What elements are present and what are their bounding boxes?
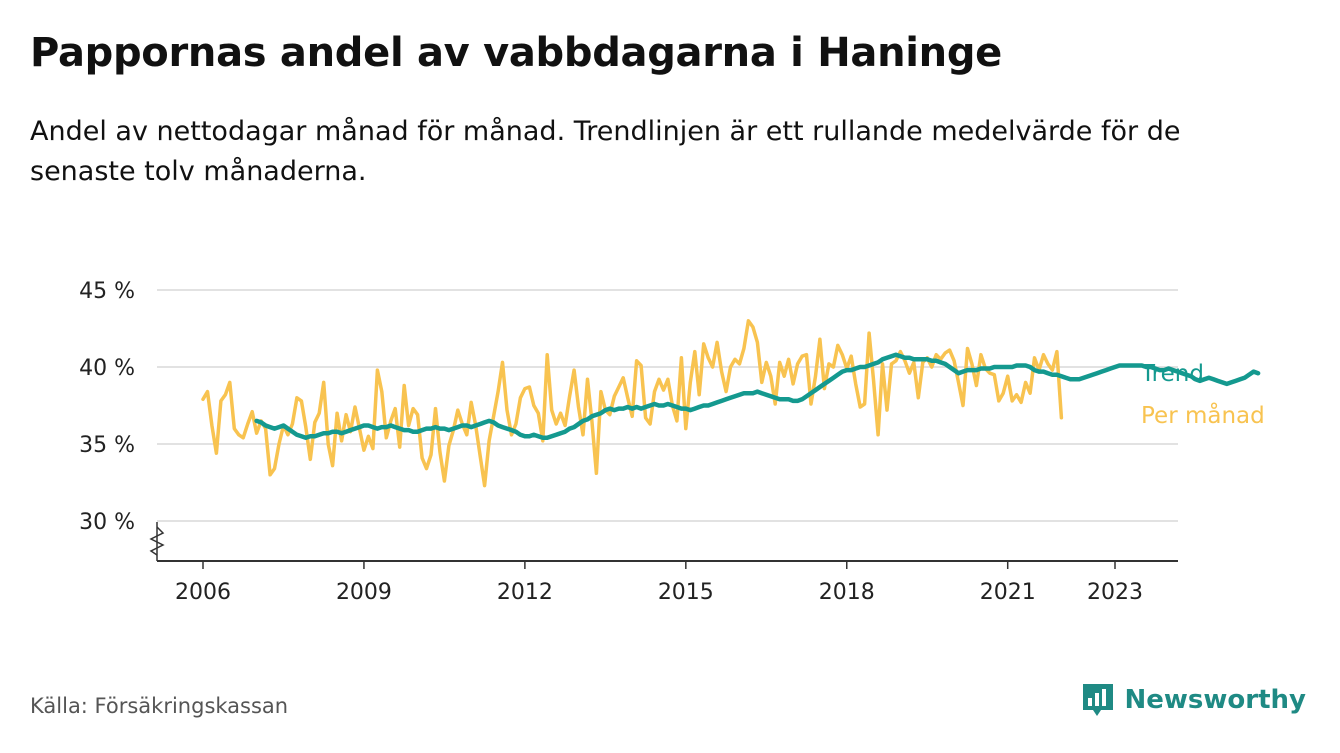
newsworthy-logo-icon xyxy=(1082,684,1113,716)
series-line-trend xyxy=(254,352,1261,441)
x-tick-label: 2015 xyxy=(658,580,714,605)
x-tick-label: 2012 xyxy=(497,580,553,605)
axis-break-icon xyxy=(149,526,165,556)
x-axis: 2006 2009 2012 2015 2018 2021 2023 xyxy=(149,522,1178,605)
chart-title: Pappornas andel av vabbdagarna i Haninge xyxy=(30,30,1003,76)
chart-subtitle: Andel av nettodagar månad för månad. Tre… xyxy=(30,116,1181,187)
x-tick-label: 2018 xyxy=(819,580,875,605)
x-tick-label: 2006 xyxy=(175,580,231,605)
series-labels: Per månad Trend xyxy=(1140,361,1265,429)
series-label-monthly: Per månad xyxy=(1141,401,1265,429)
brand-name: Newsworthy xyxy=(1124,685,1306,715)
y-tick-label: 40 % xyxy=(79,356,135,381)
brand-logo: Newsworthy xyxy=(1081,682,1306,718)
y-tick-label: 35 % xyxy=(79,433,135,458)
series-group xyxy=(201,319,1261,488)
x-tick-label: 2021 xyxy=(980,580,1036,605)
y-axis: 30 % 35 % 40 % 45 % xyxy=(79,279,135,535)
y-tick-label: 45 % xyxy=(79,279,135,304)
x-tick-label: 2009 xyxy=(336,580,392,605)
series-label-trend: Trend xyxy=(1140,361,1204,387)
series-line-monthly xyxy=(201,319,1064,488)
x-tick-label: 2023 xyxy=(1087,580,1143,605)
source-note: Källa: Försäkringskassan xyxy=(30,694,289,718)
y-tick-label: 30 % xyxy=(79,510,135,535)
